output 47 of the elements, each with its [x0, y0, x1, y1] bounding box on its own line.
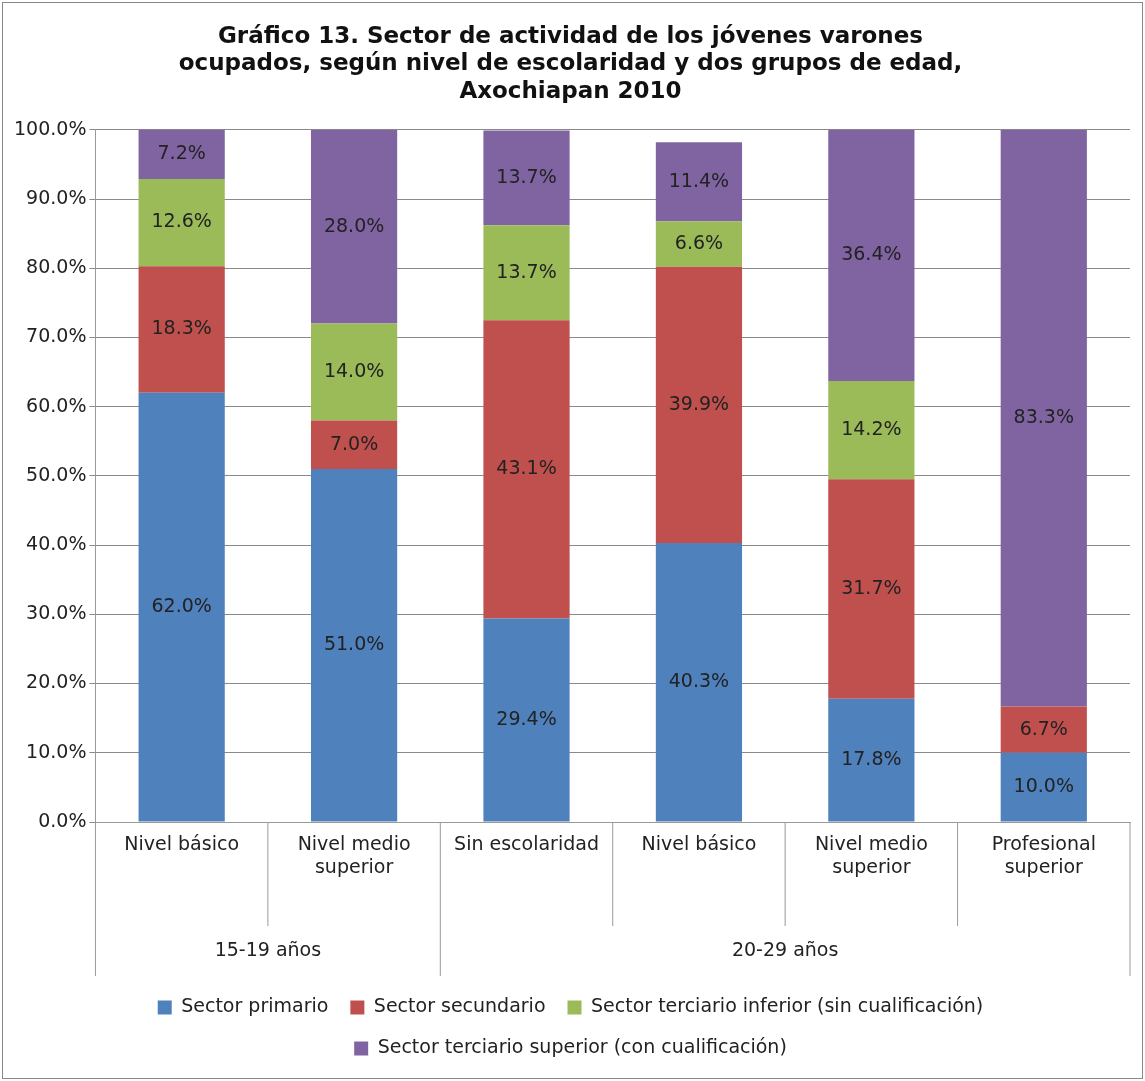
x-tick-label: Nivel básico	[124, 832, 240, 855]
y-tick-label: 20.0%	[26, 670, 87, 693]
data-label: 28.0%	[323, 213, 385, 236]
data-label: 18.3%	[151, 316, 212, 339]
legend-label: Sector primario	[181, 994, 329, 1017]
y-tick-label: 70.0%	[26, 324, 87, 347]
legend-label: Sector terciario superior (con cualificación)	[377, 1035, 787, 1058]
x-tick-label: Profesional superior	[991, 832, 1096, 878]
chart-title: Gráfico 13. Sector de actividad de los jóvenes varones ocupados, según nivel de escolaridad y dos grupos de edad, Axochiapan 2010	[178, 21, 963, 103]
y-tick-label: 0.0%	[38, 808, 87, 831]
data-label: 40.3%	[668, 669, 730, 692]
data-label: 17.8%	[841, 747, 902, 770]
data-label: 51.0%	[323, 632, 385, 655]
data-label: 39.9%	[668, 391, 730, 414]
x-tick-label: Nivel básico	[641, 832, 757, 855]
text: 15-19 años	[214, 937, 322, 960]
y-tick-label: 90.0%	[26, 185, 87, 208]
data-label: 36.4%	[841, 242, 902, 265]
data-label: 14.0%	[323, 359, 385, 382]
data-label: 29.4%	[496, 706, 557, 729]
data-label: 83.3%	[1013, 405, 1074, 428]
data-label: 62.0%	[151, 594, 212, 617]
data-label: 7.2%	[157, 140, 206, 163]
text: 20-29 años	[731, 937, 839, 960]
data-label: 13.7%	[496, 259, 557, 282]
y-tick-label: 60.0%	[26, 393, 87, 416]
y-tick-label: 80.0%	[26, 255, 87, 278]
data-label: 11.4%	[668, 168, 730, 191]
y-tick-label: 100.0%	[13, 116, 87, 139]
x-tick-label: Nivel medio superior	[814, 832, 928, 878]
legend-label: Sector secundario	[373, 994, 546, 1017]
data-label: 6.7%	[1019, 716, 1068, 739]
y-tick-label: 40.0%	[26, 532, 87, 555]
data-label: 10.0%	[1013, 774, 1074, 797]
y-tick-label: 50.0%	[26, 462, 87, 485]
x-tick-label: Nivel medio superior	[297, 832, 411, 878]
data-label: 6.6%	[674, 230, 724, 253]
data-label: 31.7%	[841, 576, 902, 599]
data-label: 12.6%	[151, 209, 212, 232]
data-label: 14.2%	[841, 417, 902, 440]
legend-label: Sector terciario inferior (sin cualificación)	[591, 994, 984, 1017]
y-tick-label: 10.0%	[26, 739, 87, 762]
y-tick-label: 30.0%	[26, 601, 87, 624]
data-label: 7.0%	[329, 431, 379, 454]
data-label: 43.1%	[496, 456, 557, 479]
x-tick-label: Sin escolaridad	[454, 832, 599, 855]
data-label: 13.7%	[496, 164, 557, 187]
